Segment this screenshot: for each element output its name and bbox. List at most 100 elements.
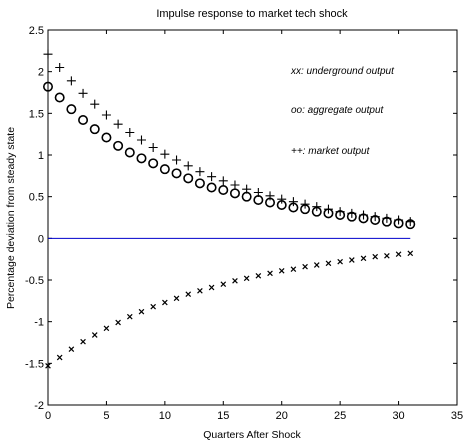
underground-output-point xyxy=(56,354,63,361)
market-output-point xyxy=(66,76,76,86)
market-output-point xyxy=(183,161,193,171)
underground-output-point xyxy=(255,273,262,279)
market-output-point xyxy=(323,204,333,214)
market-output-point xyxy=(148,143,158,152)
market-output-point xyxy=(359,210,369,220)
underground-output-point xyxy=(290,266,297,272)
y-tick-label: 0 xyxy=(38,233,44,245)
market-output-point xyxy=(43,49,53,59)
aggregate-output-point xyxy=(194,178,205,189)
market-output-point xyxy=(195,167,205,177)
x-tick-label: 15 xyxy=(217,410,229,422)
aggregate-output-point xyxy=(42,81,53,92)
aggregate-output-point xyxy=(66,104,77,115)
y-tick-label: -1 xyxy=(34,317,44,329)
underground-output-point xyxy=(138,308,145,315)
market-output-point xyxy=(136,135,146,145)
underground-output-point xyxy=(313,262,320,268)
y-tick-label: 1 xyxy=(38,150,44,162)
aggregate-output-point xyxy=(159,164,170,175)
market-output-point xyxy=(160,149,170,159)
underground-output-point xyxy=(68,346,75,352)
legend-entry-market: ++: market output xyxy=(291,146,371,157)
aggregate-output-point xyxy=(89,124,100,135)
aggregate-output-point xyxy=(148,158,159,169)
aggregate-output-point xyxy=(113,140,124,151)
underground-output-point xyxy=(325,260,332,267)
aggregate-output-point xyxy=(253,195,264,206)
underground-output-point xyxy=(208,284,215,291)
underground-output-point xyxy=(232,278,238,284)
market-output-point xyxy=(172,155,182,165)
underground-output-point xyxy=(162,299,168,306)
underground-output-point xyxy=(45,363,51,369)
underground-output-point xyxy=(395,251,402,257)
aggregate-output-point xyxy=(54,92,65,103)
chart-title: Impulse response to market tech shock xyxy=(156,8,348,20)
underground-output-point xyxy=(243,275,250,282)
underground-output-point xyxy=(349,257,355,263)
plot-frame xyxy=(47,29,458,406)
market-output-point xyxy=(253,188,263,197)
x-tick-label: 20 xyxy=(276,410,288,422)
aggregate-output-point xyxy=(136,153,147,164)
x-tick-label: 30 xyxy=(392,410,404,422)
market-output-point xyxy=(382,213,392,223)
x-tick-label: 25 xyxy=(334,410,346,422)
underground-output-point xyxy=(126,313,133,320)
y-tick-label: 1.5 xyxy=(29,108,44,120)
aggregate-output-point xyxy=(101,132,112,143)
underground-output-point xyxy=(302,263,308,270)
market-output-point xyxy=(55,63,65,72)
market-output-point xyxy=(78,88,88,98)
x-tick-label: 0 xyxy=(45,410,51,422)
underground-output-point xyxy=(372,253,379,260)
y-axis-ticks: -2 -1.5 -1 -0.5 0 0.5 1 1.5 2 2.5 xyxy=(25,25,457,412)
underground-output-point xyxy=(407,250,414,257)
underground-output-point xyxy=(80,338,86,345)
y-tick-label: 0.5 xyxy=(29,192,44,204)
underground-output-point xyxy=(115,319,121,326)
market-output-point xyxy=(300,199,310,209)
underground-output-point xyxy=(267,270,273,277)
underground-output-point xyxy=(150,303,156,310)
x-axis-ticks: 0 5 10 15 20 25 30 35 xyxy=(45,30,463,422)
market-output-point xyxy=(394,215,404,225)
underground-output-point xyxy=(103,325,110,332)
data-points xyxy=(42,49,416,369)
market-output-point xyxy=(125,128,135,137)
legend: xx: underground output oo: aggregate out… xyxy=(290,66,395,157)
x-tick-label: 35 xyxy=(451,410,463,422)
market-output-point xyxy=(265,191,275,201)
market-output-point xyxy=(101,110,111,120)
aggregate-output-point xyxy=(124,147,135,158)
underground-output-point xyxy=(173,295,180,302)
market-output-point xyxy=(347,208,357,218)
y-tick-label: -1.5 xyxy=(25,358,44,370)
aggregate-output-point xyxy=(171,168,182,179)
y-tick-label: 2.5 xyxy=(29,25,44,37)
market-output-point xyxy=(242,184,252,194)
y-axis-label: Percentage deviation from steady state xyxy=(5,127,17,309)
legend-entry-underground: xx: underground output xyxy=(290,66,395,77)
market-output-point xyxy=(218,176,228,186)
market-output-point xyxy=(230,180,240,190)
underground-output-point xyxy=(360,255,367,262)
underground-output-point xyxy=(384,253,390,259)
aggregate-output-point xyxy=(183,173,194,184)
market-output-point xyxy=(312,202,322,212)
underground-output-point xyxy=(91,332,98,338)
market-output-point xyxy=(335,207,345,217)
aggregate-output-point xyxy=(206,182,217,193)
underground-output-point xyxy=(220,281,227,287)
market-output-point xyxy=(288,197,298,207)
legend-entry-aggregate: oo: aggregate output xyxy=(291,105,385,116)
underground-output-point xyxy=(337,258,343,265)
market-output-point xyxy=(113,119,123,129)
market-output-point xyxy=(207,172,217,182)
x-tick-label: 5 xyxy=(103,410,109,422)
market-output-point xyxy=(370,212,380,222)
aggregate-output-point xyxy=(218,185,229,196)
y-tick-label: -0.5 xyxy=(25,275,44,287)
